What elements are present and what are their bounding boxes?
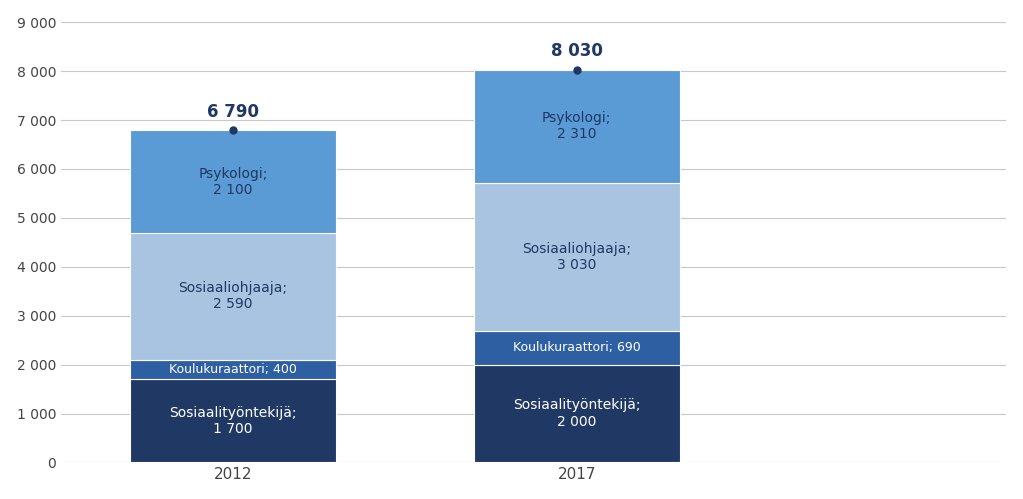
Bar — [474, 365, 679, 463]
Bar — [474, 70, 679, 183]
Text: Psykologi;
2 310: Psykologi; 2 310 — [542, 111, 612, 141]
Text: Sosiaaliohjaaja;
2 590: Sosiaaliohjaaja; 2 590 — [178, 281, 287, 311]
Text: Psykologi;
2 100: Psykologi; 2 100 — [198, 167, 268, 197]
Bar — [130, 379, 336, 463]
Bar — [130, 360, 336, 379]
Text: Sosiaaliohjaaja;
3 030: Sosiaaliohjaaja; 3 030 — [522, 242, 631, 272]
Text: Koulukuraattori; 400: Koulukuraattori; 400 — [169, 363, 297, 376]
Text: Koulukuraattori; 690: Koulukuraattori; 690 — [513, 341, 640, 354]
Bar — [130, 130, 336, 233]
Bar — [474, 331, 679, 365]
Bar — [474, 183, 679, 331]
Text: Sosiaalityöntekijä;
2 000: Sosiaalityöntekijä; 2 000 — [513, 398, 640, 429]
Bar — [130, 233, 336, 360]
Text: 6 790: 6 790 — [207, 102, 259, 120]
Text: Sosiaalityöntekijä;
1 700: Sosiaalityöntekijä; 1 700 — [169, 406, 297, 436]
Text: 8 030: 8 030 — [550, 42, 603, 60]
